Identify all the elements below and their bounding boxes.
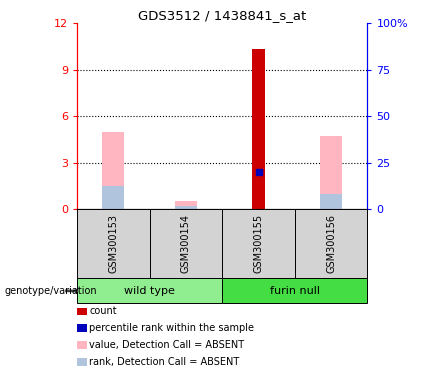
Text: GSM300155: GSM300155 — [253, 214, 264, 273]
Bar — [222, 278, 367, 303]
Bar — [103, 132, 124, 209]
Text: wild type: wild type — [124, 286, 175, 296]
Bar — [175, 201, 197, 209]
Bar — [77, 278, 222, 303]
Bar — [103, 186, 124, 209]
Bar — [320, 194, 342, 209]
Text: genotype/variation: genotype/variation — [4, 286, 97, 296]
Text: GSM300156: GSM300156 — [326, 214, 336, 273]
Text: furin null: furin null — [270, 286, 320, 296]
Text: value, Detection Call = ABSENT: value, Detection Call = ABSENT — [89, 340, 245, 350]
Text: count: count — [89, 306, 117, 316]
Bar — [77, 209, 150, 278]
Bar — [222, 209, 295, 278]
Bar — [175, 206, 197, 209]
Bar — [252, 50, 265, 209]
Text: GSM300154: GSM300154 — [181, 214, 191, 273]
Bar — [295, 209, 367, 278]
Bar — [320, 136, 342, 209]
Text: rank, Detection Call = ABSENT: rank, Detection Call = ABSENT — [89, 357, 239, 367]
Bar — [150, 209, 222, 278]
Text: percentile rank within the sample: percentile rank within the sample — [89, 323, 254, 333]
Title: GDS3512 / 1438841_s_at: GDS3512 / 1438841_s_at — [138, 9, 306, 22]
Text: GSM300153: GSM300153 — [108, 214, 118, 273]
